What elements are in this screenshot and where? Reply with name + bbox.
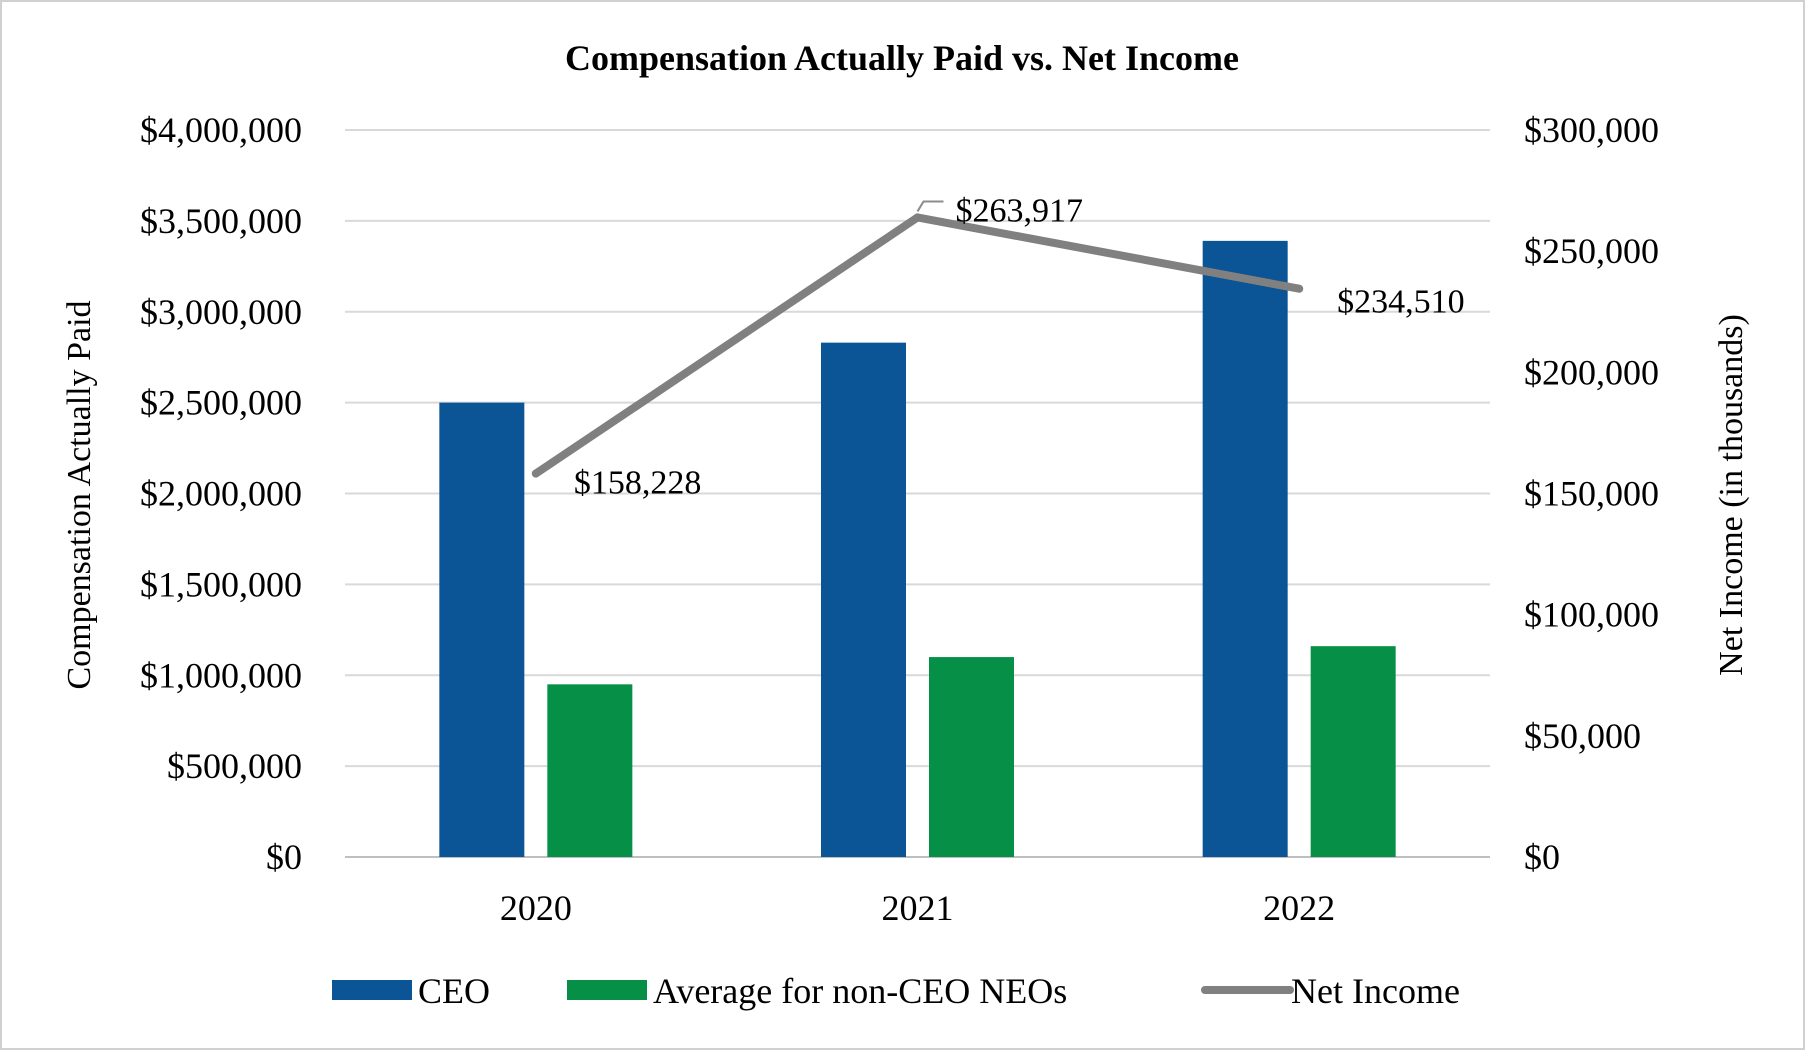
y2-tick-label: $200,000 (1524, 352, 1659, 392)
y2-tick-label: $50,000 (1524, 716, 1641, 756)
net-income-line-group: $158,228 $263,917 $234,510 (531, 192, 1465, 502)
y-tick-label: $3,000,000 (140, 292, 302, 332)
legend-swatch-1 (567, 980, 647, 1000)
net-income-data-label: $158,228 (574, 465, 702, 502)
net-income-point-2022 (1295, 284, 1304, 293)
bar-average-for-non-ceo-neos-2021 (929, 657, 1014, 857)
y2-tick-label: $250,000 (1524, 231, 1659, 271)
bar-average-for-non-ceo-neos-2022 (1310, 646, 1396, 857)
bars (439, 240, 1396, 858)
y2-tick-label: $150,000 (1524, 474, 1659, 514)
net-income-point-2021 (913, 213, 922, 222)
chart-title: Compensation Actually Paid vs. Net Incom… (565, 38, 1239, 78)
y-tick-label: $2,500,000 (140, 383, 302, 423)
net-income-data-label: $263,917 (956, 192, 1084, 229)
y-axis-left: $0 $500,000 $1,000,000 $1,500,000 $2,000,000… (140, 110, 302, 877)
bar-average-for-non-ceo-neos-2020 (547, 684, 633, 857)
data-label-leader (916, 200, 944, 212)
y-tick-label: $1,000,000 (140, 655, 302, 695)
gridlines (345, 129, 1490, 858)
x-tick-label: 2022 (1263, 888, 1335, 928)
y-tick-label: $500,000 (167, 746, 302, 786)
y-tick-label: $1,500,000 (140, 564, 302, 604)
legend-label: CEO (418, 971, 490, 1011)
y-tick-label: $3,500,000 (140, 201, 302, 241)
y2-tick-label: $0 (1524, 837, 1560, 877)
y-tick-label: $2,000,000 (140, 474, 302, 514)
legend-swatch-0 (332, 980, 412, 1000)
y2-tick-label: $100,000 (1524, 595, 1659, 635)
y-axis-label: Compensation Actually Paid (61, 300, 98, 689)
net-income-data-label: $234,510 (1337, 284, 1465, 321)
legend-label: Net Income (1291, 971, 1460, 1011)
x-axis: 2020 2021 2022 (500, 888, 1335, 928)
x-tick-label: 2020 (500, 888, 572, 928)
x-tick-label: 2021 (882, 888, 954, 928)
y2-tick-label: $300,000 (1524, 110, 1659, 150)
y2-axis-label: Net Income (in thousands) (1713, 314, 1750, 676)
legend-label: Average for non-CEO NEOs (653, 971, 1067, 1011)
net-income-line (531, 213, 1304, 478)
y-tick-label: $0 (266, 837, 302, 877)
y-axis-right: $0 $50,000 $100,000 $150,000 $200,000 $250,00… (1524, 110, 1659, 877)
bar-ceo-2022 (1202, 240, 1288, 857)
net-income-point-2020 (531, 469, 540, 478)
bar-ceo-2021 (821, 342, 906, 858)
bar-ceo-2020 (439, 402, 525, 857)
y-tick-label: $4,000,000 (140, 110, 302, 150)
legend: CEO Average for non-CEO NEOs Net Income (332, 971, 1460, 1011)
